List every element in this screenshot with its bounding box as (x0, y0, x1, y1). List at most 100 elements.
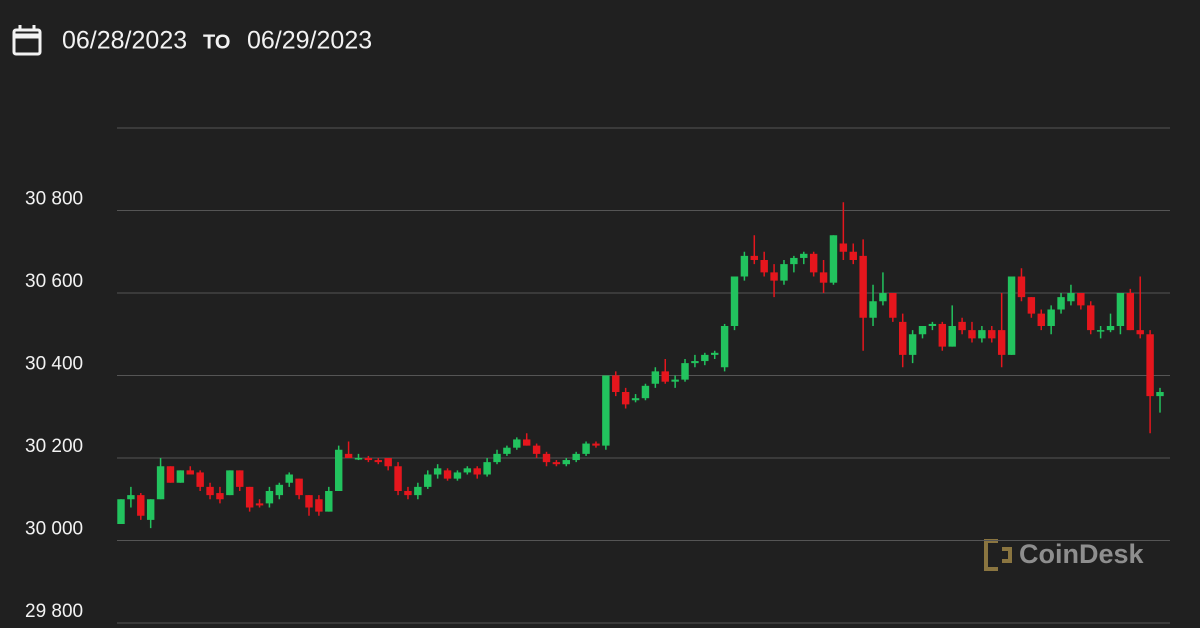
candle-body (651, 371, 660, 384)
candle-body (344, 453, 353, 458)
watermark: CoinDesk (984, 539, 1145, 571)
candle-body (879, 293, 887, 302)
date-separator: TO (203, 31, 230, 53)
date-from[interactable]: 06/28/2023 (62, 27, 187, 55)
candle-body (612, 375, 620, 392)
candle-body (641, 385, 650, 399)
candle-body (770, 272, 778, 281)
candle-body (1126, 293, 1135, 331)
candle-body (1027, 297, 1036, 314)
candle-body (146, 499, 155, 520)
candle-body (1087, 305, 1095, 331)
candle-body (265, 491, 274, 504)
candle-body (621, 392, 630, 405)
candle-body (572, 453, 580, 461)
candle-body (740, 255, 749, 277)
candle-body (997, 330, 1006, 355)
candle-body (1057, 297, 1065, 310)
candle-body (1067, 293, 1075, 302)
candle-body (493, 453, 501, 463)
candle-body (374, 460, 382, 463)
candle-body (691, 361, 699, 364)
candle-body (800, 253, 808, 258)
y-tick-label: 30 000 (25, 519, 83, 540)
y-tick-label: 30 200 (25, 436, 83, 457)
candle-body (839, 243, 848, 252)
candle-body (918, 326, 927, 335)
candle-body (562, 460, 570, 465)
candle-body (404, 491, 412, 496)
candle-body (127, 495, 135, 500)
candle-body (701, 354, 709, 362)
y-tick-label: 30 800 (25, 189, 83, 210)
candle-body (869, 301, 877, 318)
candle-body (661, 371, 669, 382)
candle-body (433, 468, 442, 475)
candle-body (988, 330, 996, 339)
candle-body (1047, 309, 1055, 326)
candle-body (206, 486, 214, 496)
candle-body (1156, 392, 1164, 397)
candle-body (354, 458, 363, 460)
calendar-icon (12, 25, 42, 56)
candle-body (1116, 293, 1125, 326)
candle-body (542, 453, 551, 463)
candle-body (948, 326, 956, 347)
candle-body (928, 323, 937, 326)
candle-body (513, 439, 521, 448)
candle-body (216, 493, 224, 500)
candle-body (364, 458, 373, 461)
candle-body (483, 462, 491, 475)
candle-body (384, 458, 392, 467)
candle-body (750, 255, 759, 260)
candle-body (809, 253, 818, 273)
y-tick-label: 29 800 (25, 601, 83, 622)
candle-body (186, 470, 194, 475)
candle-body (305, 495, 313, 508)
candle-body (790, 257, 798, 265)
candle-body (196, 472, 204, 487)
y-tick-label: 30 600 (25, 271, 83, 292)
candle-body (255, 503, 264, 506)
candle-body (730, 276, 739, 326)
candle-body (899, 321, 907, 355)
candle-body (285, 474, 293, 483)
candle-body (592, 443, 600, 446)
candle-body (602, 375, 610, 446)
candle-body (1037, 313, 1045, 326)
candle-body (245, 486, 254, 508)
candle-body (532, 445, 541, 454)
candle-body (166, 466, 175, 483)
candle-body (1146, 334, 1154, 397)
candle-body (1136, 330, 1144, 335)
candle-body (394, 466, 402, 491)
candle-body (443, 470, 452, 479)
candle-body (582, 443, 590, 454)
candle-body (938, 323, 947, 347)
candle-body (889, 293, 897, 318)
candle-body (473, 468, 481, 475)
candle-body (631, 398, 640, 401)
candle-body (156, 466, 165, 500)
candle-body (958, 321, 966, 331)
candle-body (236, 470, 244, 487)
candle-body (1077, 293, 1085, 306)
candle-body (334, 449, 343, 491)
candle-body (552, 462, 561, 465)
candle-body (978, 330, 986, 339)
candle-body (819, 272, 828, 283)
candle-body (117, 499, 125, 524)
y-tick-label: 30 400 (25, 354, 83, 375)
candle-body (295, 478, 303, 496)
candle-body (503, 447, 511, 454)
date-to[interactable]: 06/29/2023 (247, 27, 372, 55)
candle-body (325, 491, 333, 512)
watermark-text: CoinDesk (1019, 539, 1145, 569)
candle-body (453, 472, 462, 479)
candle-body (720, 326, 729, 368)
candle-body (859, 255, 867, 318)
candle-body (780, 264, 788, 281)
candle-body (711, 352, 719, 355)
